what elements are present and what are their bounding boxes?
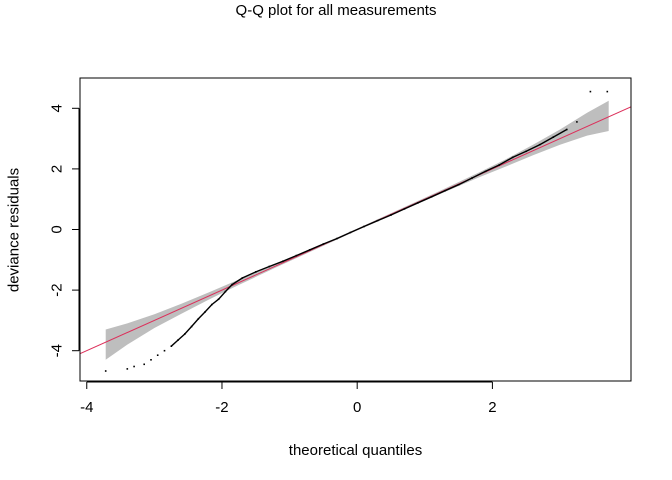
- data-point: [376, 219, 379, 222]
- data-point: [417, 202, 419, 204]
- data-point: [217, 298, 220, 300]
- data-point: [484, 170, 487, 173]
- data-point: [204, 311, 206, 313]
- y-tick-label: 2: [49, 165, 66, 173]
- x-tick-label: 2: [488, 399, 496, 416]
- x-tick-label: -4: [80, 399, 93, 416]
- data-point: [150, 359, 152, 361]
- y-tick-label: 0: [49, 225, 66, 233]
- data-point: [457, 183, 460, 186]
- data-point: [471, 177, 473, 179]
- data-point: [295, 254, 298, 257]
- data-point: [606, 90, 609, 93]
- data-point: [589, 90, 592, 93]
- data-point: [143, 363, 145, 366]
- data-point: [403, 208, 406, 210]
- data-point: [444, 189, 446, 192]
- data-point: [163, 349, 166, 352]
- data-point: [255, 271, 257, 273]
- data-point: [309, 249, 311, 251]
- data-point: [538, 143, 541, 146]
- data-point: [170, 345, 173, 347]
- data-point: [430, 196, 433, 198]
- data-point: [390, 214, 392, 216]
- data-point: [177, 339, 179, 341]
- plot-frame: [79, 77, 632, 382]
- data-point: [184, 333, 186, 335]
- data-point: [349, 231, 352, 234]
- y-tick-label: 4: [49, 104, 66, 112]
- x-tick-label: 0: [353, 399, 361, 416]
- chart-title: Q-Q plot for all measurements: [235, 2, 437, 19]
- y-tick-label: -4: [49, 344, 66, 357]
- data-point: [525, 150, 527, 153]
- x-axis-label: theoretical quantiles: [288, 442, 423, 459]
- data-point: [104, 370, 107, 372]
- data-point: [133, 365, 135, 368]
- x-tick-label: -2: [215, 399, 228, 416]
- data-point: [336, 237, 338, 240]
- y-axis-label: deviance residuals: [5, 167, 23, 293]
- data-point: [566, 128, 568, 131]
- data-point: [576, 121, 578, 123]
- data-point: [241, 277, 244, 279]
- data-point: [126, 368, 129, 370]
- data-point: [511, 156, 514, 159]
- data-point: [363, 225, 365, 228]
- data-point: [268, 265, 271, 268]
- data-point: [224, 290, 227, 293]
- data-point: [552, 136, 555, 138]
- data-point: [156, 354, 159, 356]
- data-point: [282, 260, 284, 263]
- data-point: [211, 303, 213, 306]
- data-point: [322, 243, 325, 245]
- data-point: [231, 283, 233, 286]
- data-point: [197, 318, 200, 320]
- data-point: [498, 164, 500, 166]
- y-tick-label: -2: [49, 283, 66, 296]
- data-point: [190, 325, 193, 328]
